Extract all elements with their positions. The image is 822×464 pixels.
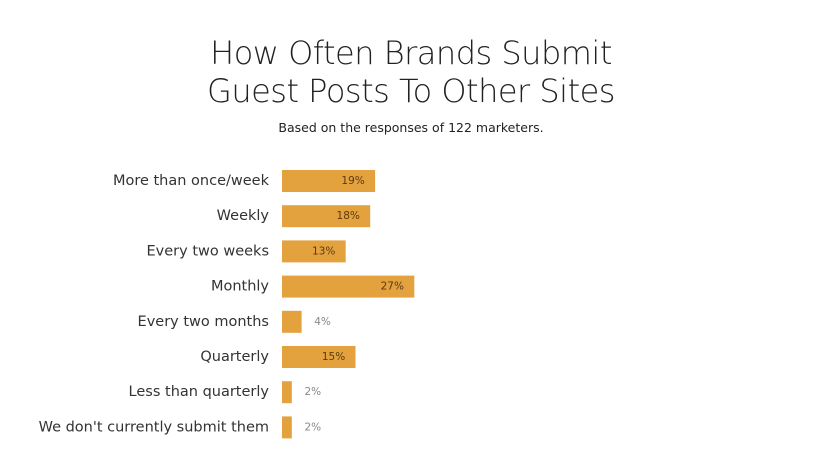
category-label: Quarterly xyxy=(200,349,269,365)
bar xyxy=(282,416,292,439)
category-label: Weekly xyxy=(217,208,270,224)
bar xyxy=(282,240,346,263)
value-label: 19% xyxy=(341,175,364,187)
value-label: 2% xyxy=(304,386,321,398)
bar xyxy=(282,346,356,368)
value-label: 15% xyxy=(322,351,345,363)
bar xyxy=(282,170,376,192)
chart-title: How Often Brands Submit Guest Posts To O… xyxy=(207,34,615,110)
value-label: 27% xyxy=(381,281,404,293)
category-label: More than once/week xyxy=(113,173,270,189)
chart-subtitle: Based on the responses of 122 marketers. xyxy=(278,120,544,135)
category-label: Every two weeks xyxy=(147,243,270,259)
category-label: Every two months xyxy=(138,314,269,330)
bar xyxy=(282,381,292,404)
category-label: We don't currently submit them xyxy=(39,419,269,435)
bar xyxy=(282,310,302,333)
value-label: 18% xyxy=(337,210,360,222)
value-label: 2% xyxy=(304,421,321,433)
value-label: 4% xyxy=(314,316,331,328)
category-label: Less than quarterly xyxy=(129,384,270,400)
value-label: 13% xyxy=(312,245,335,257)
bar xyxy=(282,205,371,228)
bar xyxy=(282,275,415,298)
category-label: Monthly xyxy=(211,279,269,295)
